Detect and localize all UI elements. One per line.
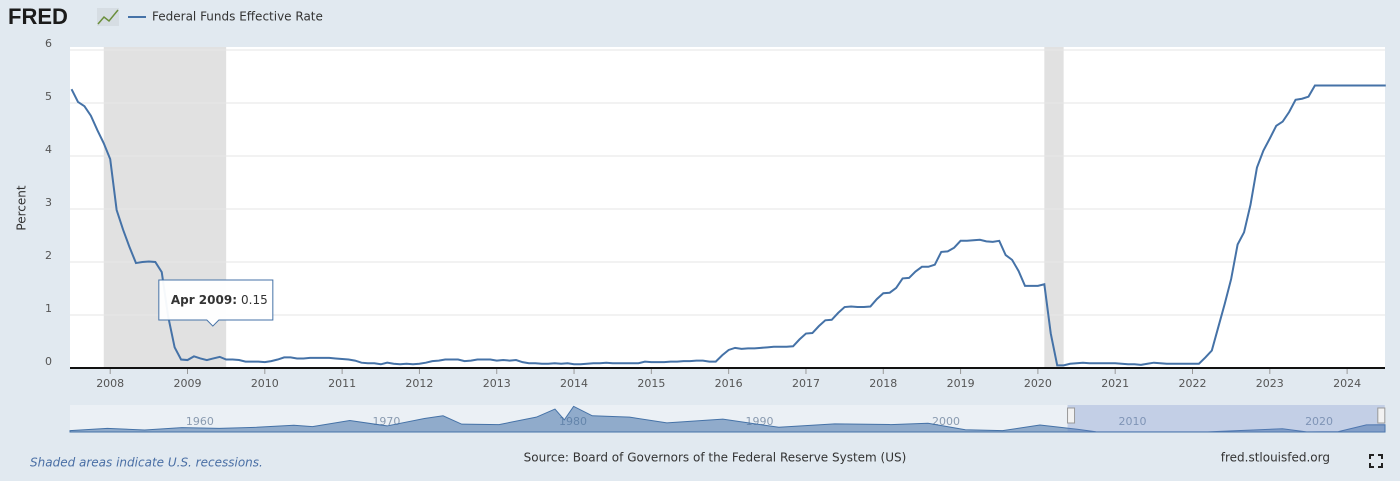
x-tick-label: 2013 xyxy=(483,377,511,390)
y-tick-label: 4 xyxy=(45,143,52,156)
x-tick-label: 2023 xyxy=(1256,377,1284,390)
x-tick-label: 2012 xyxy=(405,377,433,390)
navigator-handle[interactable] xyxy=(1377,407,1386,424)
x-tick-label: 2011 xyxy=(328,377,356,390)
logo-icon xyxy=(97,8,119,26)
logo: FRED xyxy=(8,4,68,29)
x-tick-label: 2022 xyxy=(1179,377,1207,390)
website: fred.stlouisfed.org xyxy=(1221,451,1330,465)
y-tick-label: 0 xyxy=(45,355,52,368)
tooltip-text: Apr 2009: 0.15 xyxy=(171,293,268,307)
x-tick-label: 2017 xyxy=(792,377,820,390)
tooltip-date: Apr 2009: xyxy=(171,293,237,307)
fullscreen-button[interactable] xyxy=(1369,454,1383,468)
y-tick-label: 1 xyxy=(45,302,52,315)
y-tick-label: 3 xyxy=(45,196,52,209)
x-tick-label: 2014 xyxy=(560,377,588,390)
x-tick-label: 2008 xyxy=(96,377,124,390)
x-tick-label: 2010 xyxy=(251,377,279,390)
y-tick-label: 2 xyxy=(45,249,52,262)
legend-label: Federal Funds Effective Rate xyxy=(152,10,323,24)
main-plot: 0 1 2 3 4 5 6 2008 2009 2010 2011 2012 2013 2014 2015 2… xyxy=(45,37,1386,390)
y-tick-label: 6 xyxy=(45,37,52,50)
navigator-plot: 1960197019801990200020102020 xyxy=(69,405,1386,433)
navigator-tick-label: 2020 xyxy=(1305,415,1333,428)
x-tick-label: 2009 xyxy=(174,377,202,390)
tooltip: Apr 2009: 0.15 xyxy=(158,279,274,327)
x-tick-label: 2015 xyxy=(637,377,665,390)
navigator-area xyxy=(69,405,1386,433)
x-tick-label: 2024 xyxy=(1333,377,1361,390)
recession-note: Shaded areas indicate U.S. recessions. xyxy=(30,456,263,470)
navigator-handle[interactable] xyxy=(1067,407,1076,424)
x-tick-label: 2016 xyxy=(715,377,743,390)
series-line xyxy=(70,84,1386,367)
navigator-tick-label: 2010 xyxy=(1119,415,1147,428)
y-tick-label: 5 xyxy=(45,90,52,103)
x-tick-label: 2021 xyxy=(1101,377,1129,390)
tooltip-value: 0.15 xyxy=(241,293,268,307)
x-tick-label: 2018 xyxy=(869,377,897,390)
x-tick-label: 2020 xyxy=(1024,377,1052,390)
tooltip-box xyxy=(158,279,274,327)
source: Source: Board of Governors of the Federa… xyxy=(524,451,907,465)
recession-band xyxy=(1044,47,1064,368)
navigator-tick-label: 1960 xyxy=(186,415,214,428)
y-axis-label: Percent xyxy=(15,185,29,230)
navigator-selection xyxy=(1067,405,1385,432)
x-tick-label: 2019 xyxy=(947,377,975,390)
